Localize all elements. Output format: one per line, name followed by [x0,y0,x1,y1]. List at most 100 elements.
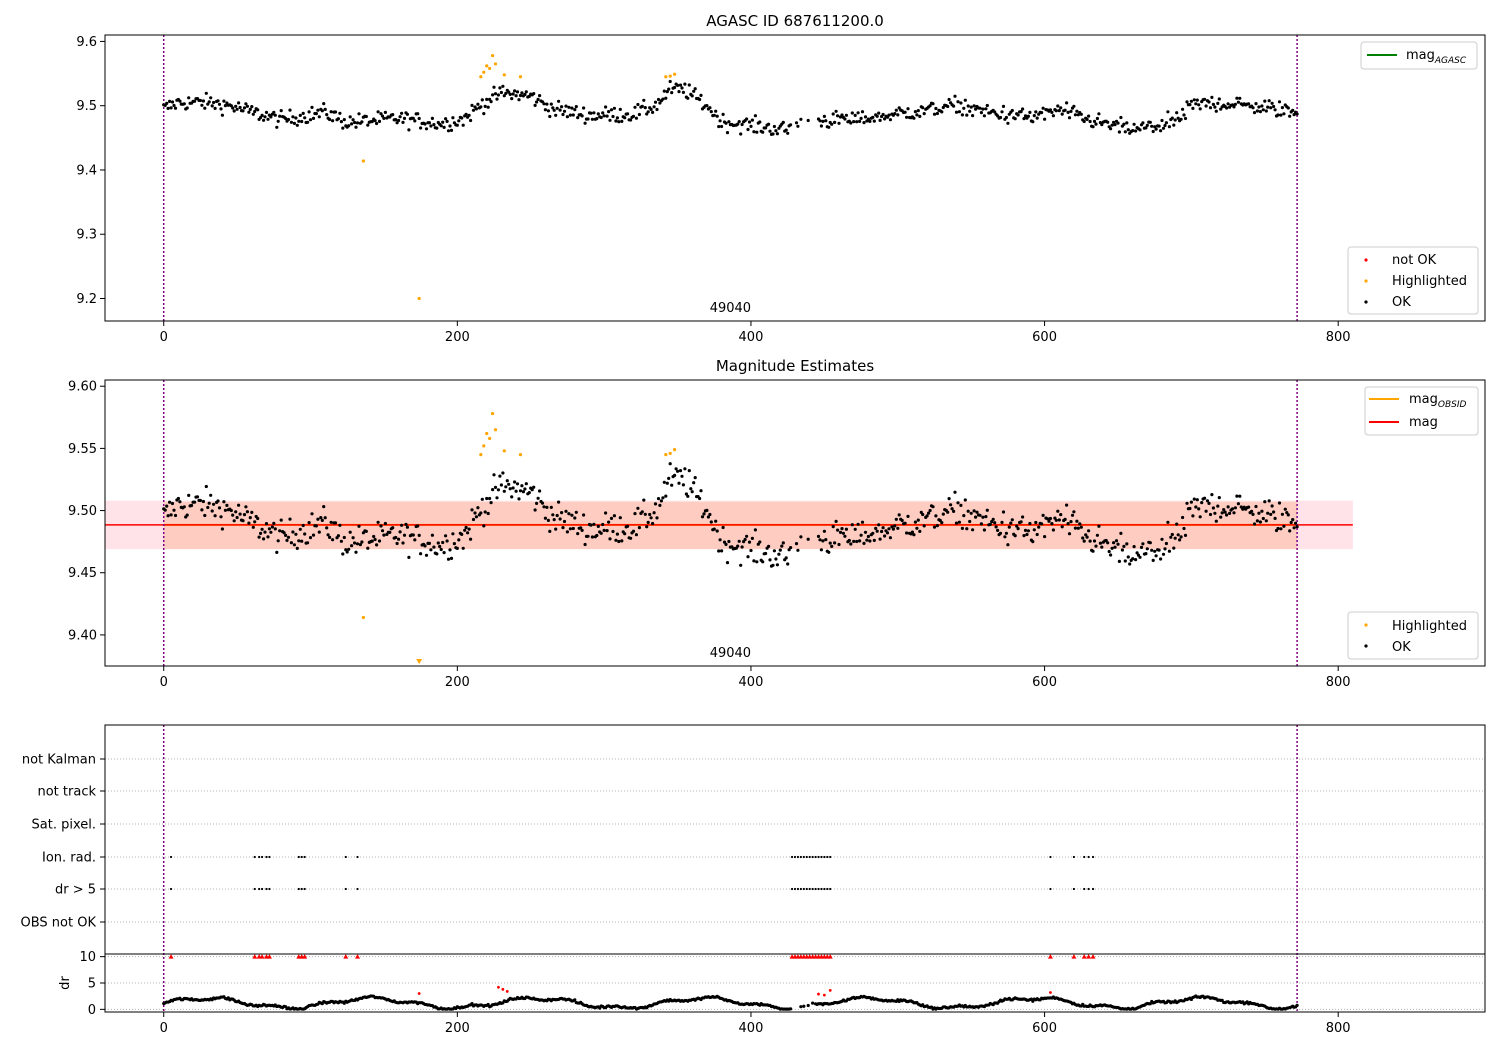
ok-point [752,130,756,134]
ok-point [960,526,965,531]
ok-point [294,116,298,120]
ok-point [407,128,411,132]
ok-point [535,501,539,505]
ok-point [1191,106,1195,110]
ok-point [501,471,505,475]
ok-point [1172,123,1176,127]
ok-point [398,115,402,119]
ok-point [567,105,571,109]
ok-point [1276,526,1280,531]
ok-point [486,511,490,516]
ok-point [322,102,326,106]
ok-point [872,538,876,543]
ok-point [708,512,712,517]
ytick-label: 9.6 [76,35,97,50]
ok-point [687,83,691,87]
ok-point [612,106,617,110]
ok-point [1135,551,1139,555]
ok-point [634,116,639,120]
clipped-marker [416,659,423,664]
ok-point [1183,116,1188,121]
ok-point [764,126,768,130]
ok-point [498,86,502,90]
ok-point [1188,506,1192,511]
ok-point [608,118,612,122]
ok-point [1151,129,1155,134]
ok-point [609,108,614,112]
ok-point [689,487,693,491]
ok-point [875,114,879,118]
ok-point [643,106,647,110]
ok-point [486,105,490,109]
ok-point [649,107,653,111]
ok-point [1195,98,1199,102]
flag-label: not track [37,785,96,800]
ok-point [336,534,340,538]
flag-point [829,855,832,859]
ok-point [1043,117,1047,121]
ok-point [952,104,956,108]
ok-point [219,107,223,111]
flag-point [1087,887,1090,891]
ok-point [721,112,725,116]
ok-point [216,99,220,103]
ok-point [633,511,637,516]
ok-point [449,556,454,561]
ok-point [875,529,879,533]
ok-point [460,116,464,120]
ok-point [262,537,266,541]
ok-point [636,506,640,510]
ok-point [718,119,722,123]
ok-point [441,120,445,124]
ok-point [1125,542,1129,546]
dr-point [799,1005,803,1009]
ok-point [1172,546,1176,550]
ok-point [737,120,741,124]
ok-point [1216,101,1220,105]
highlighted-point [490,411,495,416]
ok-point [347,124,351,128]
ok-point [605,114,609,118]
ok-point [678,469,683,473]
ok-point [1217,496,1221,500]
ok-point [535,100,539,104]
ok-point [355,121,360,125]
ok-point [1280,106,1284,110]
flag-point [808,887,811,891]
dr-cap-marker [1081,954,1087,959]
ok-point [928,508,932,513]
ok-point [383,521,387,526]
ok-point [1286,106,1290,110]
ok-point [626,112,630,116]
ok-point [991,517,995,522]
ok-point [452,542,456,546]
ok-point [235,515,239,520]
ok-point [699,93,703,97]
ok-point [1232,511,1236,515]
ok-point [1013,534,1017,538]
ok-point [245,104,249,108]
ok-point [256,108,260,112]
ok-point [207,501,211,505]
ok-point [397,537,401,541]
ok-point [288,108,292,112]
ok-point [718,538,722,542]
ok-point [874,526,878,531]
ok-point [451,532,455,536]
ok-point [840,113,844,117]
ok-point [656,97,661,102]
ok-point [232,519,236,523]
ok-point [530,488,534,492]
ok-point [242,106,247,110]
ok-point [806,118,810,123]
ok-point [834,109,838,113]
ok-point [1001,510,1006,514]
ok-point [391,526,395,530]
ok-point [830,544,834,549]
ok-point [605,529,609,533]
ok-point [1056,509,1060,513]
ok-point [979,111,984,115]
ok-point [326,533,330,537]
ok-point [775,563,780,567]
ok-point [345,550,349,554]
